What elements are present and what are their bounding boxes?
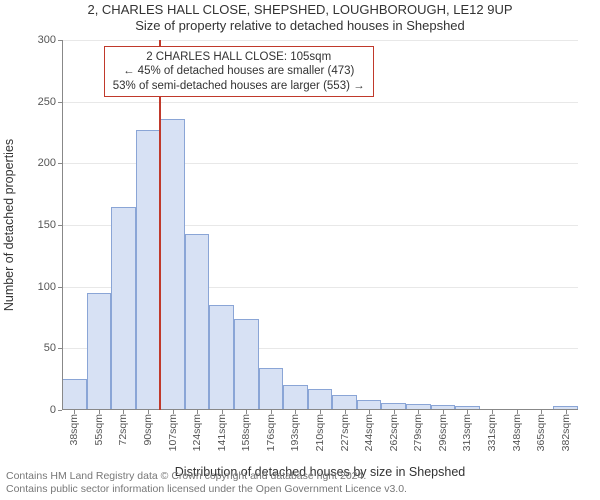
histogram-bar — [111, 207, 136, 411]
title-subtitle: Size of property relative to detached ho… — [0, 18, 600, 33]
x-tick-label: 262sqm — [388, 414, 400, 451]
x-tick-label: 210sqm — [314, 414, 326, 451]
x-tick-label: 141sqm — [216, 414, 228, 451]
x-tick-label: 296sqm — [437, 414, 449, 451]
y-tick-label: 250 — [38, 96, 62, 108]
y-tick-label: 100 — [38, 281, 62, 293]
histogram-bar — [234, 319, 259, 410]
title-block: 2, CHARLES HALL CLOSE, SHEPSHED, LOUGHBO… — [0, 2, 600, 33]
annotation-line: ← 45% of detached houses are smaller (47… — [113, 64, 365, 78]
x-axis-line — [62, 409, 578, 410]
footer-attribution: Contains HM Land Registry data © Crown c… — [6, 470, 407, 496]
footer-line-1: Contains HM Land Registry data © Crown c… — [6, 470, 407, 483]
x-tick-label: 331sqm — [486, 414, 498, 451]
x-tick-label: 158sqm — [240, 414, 252, 451]
y-tick-label: 200 — [38, 157, 62, 169]
x-tick-label: 244sqm — [363, 414, 375, 451]
x-tick-label: 90sqm — [142, 414, 154, 446]
y-tick-label: 300 — [38, 34, 62, 46]
x-tick-label: 348sqm — [511, 414, 523, 451]
x-tick-label: 38sqm — [68, 414, 80, 446]
y-axis-line — [62, 40, 63, 410]
x-tick-label: 382sqm — [560, 414, 572, 451]
histogram-bar — [62, 379, 87, 410]
histogram-bar — [87, 293, 112, 410]
x-tick-label: 72sqm — [117, 414, 129, 446]
x-tick-label: 124sqm — [191, 414, 203, 451]
x-tick-label: 279sqm — [412, 414, 424, 451]
y-tick-label: 0 — [50, 404, 62, 416]
x-tick-label: 227sqm — [339, 414, 351, 451]
x-tick-label: 176sqm — [265, 414, 277, 451]
histogram-bar — [259, 368, 284, 410]
histogram-bar — [136, 130, 161, 410]
annotation-line: 53% of semi-detached houses are larger (… — [113, 79, 365, 93]
plot-area: 05010015020025030038sqm55sqm72sqm90sqm10… — [62, 40, 578, 410]
x-tick-label: 313sqm — [461, 414, 473, 451]
histogram-bar — [283, 385, 308, 410]
histogram-bar — [160, 119, 185, 410]
grid-line — [62, 40, 578, 41]
histogram-bar — [332, 395, 357, 410]
histogram-bar — [209, 305, 234, 410]
y-axis-label-container: Number of detached properties — [2, 40, 16, 410]
chart-root: 2, CHARLES HALL CLOSE, SHEPSHED, LOUGHBO… — [0, 0, 600, 500]
x-tick-label: 365sqm — [535, 414, 547, 451]
footer-line-2: Contains public sector information licen… — [6, 483, 407, 496]
y-axis-label: Number of detached properties — [2, 139, 16, 311]
x-tick-label: 107sqm — [167, 414, 179, 451]
x-tick-label: 193sqm — [289, 414, 301, 451]
x-tick-label: 55sqm — [93, 414, 105, 446]
y-tick-label: 50 — [44, 342, 62, 354]
title-address: 2, CHARLES HALL CLOSE, SHEPSHED, LOUGHBO… — [0, 2, 600, 17]
histogram-bar — [185, 234, 210, 410]
histogram-bar — [308, 389, 333, 410]
grid-line — [62, 102, 578, 103]
annotation-line: 2 CHARLES HALL CLOSE: 105sqm — [113, 50, 365, 64]
y-tick-label: 150 — [38, 219, 62, 231]
annotation-box: 2 CHARLES HALL CLOSE: 105sqm← 45% of det… — [104, 46, 374, 97]
